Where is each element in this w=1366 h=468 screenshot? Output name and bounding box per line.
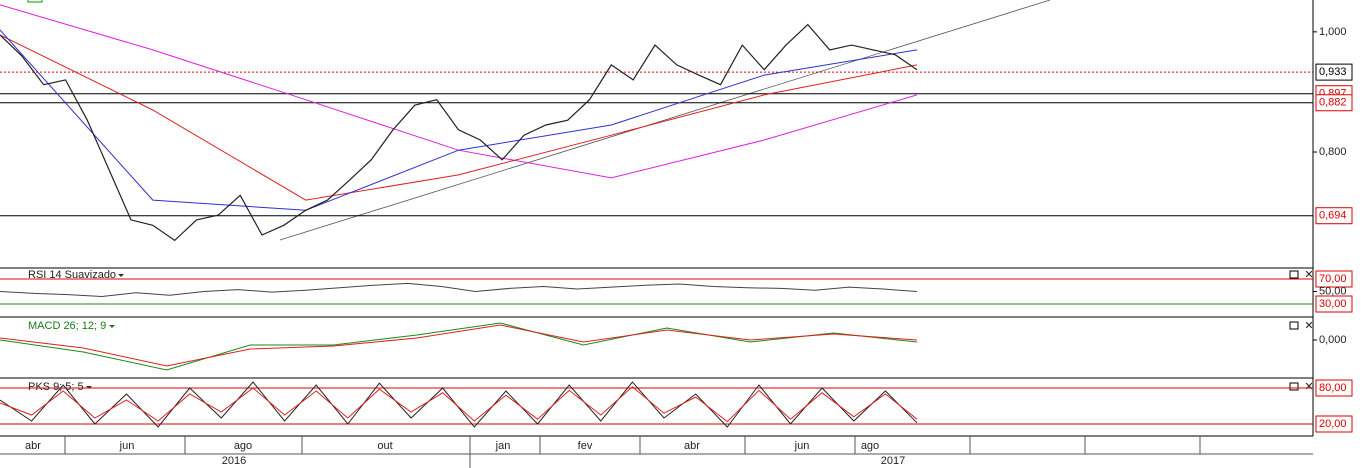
month-label: jan (495, 440, 511, 452)
dropdown-arrow[interactable] (86, 386, 92, 389)
price-tag (1315, 207, 1353, 225)
maximize-button[interactable] (1289, 270, 1299, 279)
series-line (0, 34, 918, 201)
series-line (0, 282, 918, 298)
rsi-label[interactable]: RSI 14 Suavizado (28, 269, 116, 281)
dropdown-arrow[interactable] (118, 274, 124, 277)
marker (27, 0, 43, 3)
maximize-button[interactable] (1289, 321, 1299, 330)
panel-buttons: ✕ ✕ ✕ (1289, 269, 1314, 393)
tick-label: 30,00 (1319, 298, 1347, 310)
series-line (0, 23, 918, 242)
maximize-button[interactable] (1289, 382, 1299, 391)
close-button[interactable]: ✕ (1304, 269, 1313, 281)
month-label: jun (794, 440, 810, 452)
series-line (0, 324, 918, 367)
dropdown-arrow[interactable] (109, 325, 115, 328)
year-label: 2017 (881, 455, 905, 467)
series-line (0, 29, 918, 211)
series-line (0, 386, 918, 423)
tick-label: 1,000 (1319, 26, 1347, 38)
tick-label: 0,933 (1319, 66, 1347, 78)
pks-label[interactable]: PKS 9; 5; 5 (28, 381, 84, 393)
series-line (0, 322, 918, 371)
price-tag (1315, 63, 1353, 81)
close-button[interactable]: ✕ (1304, 320, 1313, 332)
month-label: abr (25, 440, 41, 452)
tick-label: 0,800 (1319, 146, 1347, 158)
tick-label: 50,00 (1319, 285, 1347, 297)
month-label: ago (234, 440, 252, 452)
macd-label[interactable]: MACD 26; 12; 9 (28, 320, 106, 332)
month-label: jun (119, 440, 135, 452)
price-tag (1315, 94, 1353, 112)
price-tag (1315, 379, 1353, 397)
tick-label: 70,00 (1319, 273, 1347, 285)
month-label: abr (684, 440, 700, 452)
tick-label: 80,00 (1319, 382, 1347, 394)
month-label: out (377, 440, 392, 452)
tick-label: 0,882 (1319, 97, 1347, 109)
trendline (279, 0, 1051, 241)
price-tag (1315, 270, 1353, 288)
close-button[interactable]: ✕ (1304, 381, 1313, 393)
tick-label: 20,00 (1319, 418, 1347, 430)
price-tag (1315, 295, 1353, 313)
month-label: fev (578, 440, 593, 452)
tick-label: 0,694 (1319, 210, 1347, 222)
month-label: ago (861, 440, 879, 452)
tick-label: 0,000 (1319, 334, 1347, 346)
year-label: 2016 (222, 455, 246, 467)
price-tag (1315, 415, 1353, 433)
